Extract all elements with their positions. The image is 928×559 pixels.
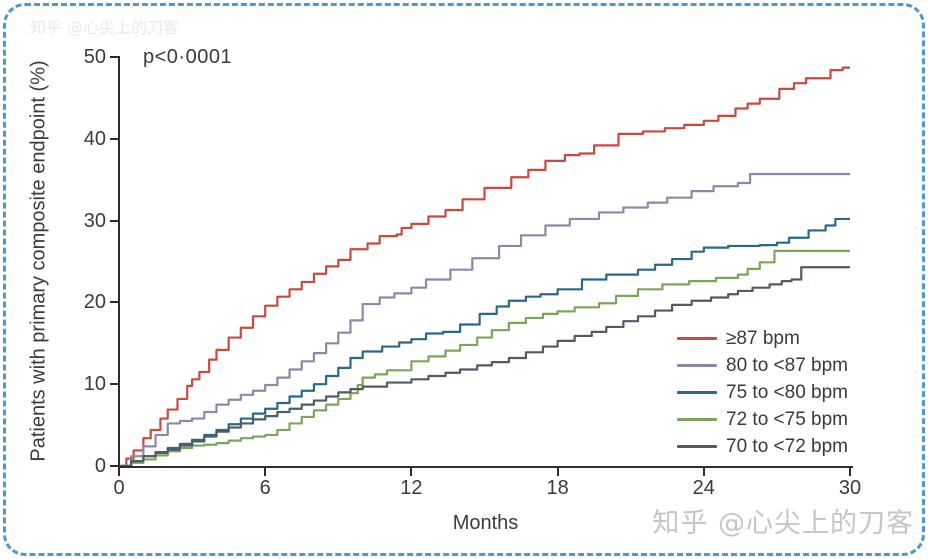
legend-label-ge87: ≥87 bpm: [726, 327, 800, 349]
legend-swatch-75to80: [677, 391, 717, 394]
y-tick-label: 0: [94, 455, 106, 477]
x-tick-mark: [556, 468, 559, 476]
legend-item-72to75: 72 to <75 bpm: [677, 406, 848, 433]
y-tick-mark: [110, 219, 118, 222]
legend-label-80to87: 80 to <87 bpm: [726, 354, 849, 376]
legend-swatch-72to75: [677, 418, 717, 421]
y-tick-label: 10: [83, 373, 106, 396]
legend-label-70to72: 70 to <72 bpm: [726, 435, 849, 457]
y-tick-mark: [110, 301, 118, 304]
y-tick-mark: [110, 137, 118, 140]
y-tick-mark: [110, 383, 118, 386]
legend-label-75to80: 75 to <80 bpm: [726, 381, 849, 403]
km-curve-2: [119, 172, 850, 466]
legend-label-72to75: 72 to <75 bpm: [726, 408, 849, 430]
x-tick-mark: [849, 468, 851, 476]
x-tick-mark: [264, 468, 267, 476]
legend-item-ge87: ≥87 bpm: [677, 325, 848, 352]
x-tick-mark: [410, 468, 413, 476]
x-axis: [118, 466, 853, 468]
watermark: 知乎 @心尖上的刀客: [652, 508, 914, 539]
km-curves-plot: [119, 66, 850, 466]
km-curve-4: [119, 249, 850, 466]
legend-item-75to80: 75 to <80 bpm: [677, 379, 848, 406]
legend-item-70to72: 70 to <72 bpm: [677, 433, 848, 460]
watermark-ghost: 知乎 @心尖上的刀客: [30, 18, 180, 37]
y-tick-mark: [110, 465, 118, 467]
y-tick-label: 50: [83, 46, 106, 68]
x-tick-label: 24: [692, 477, 715, 499]
x-tick-mark: [702, 468, 705, 476]
km-curve-5: [119, 266, 850, 466]
y-axis: [118, 56, 120, 466]
x-axis-label: Months: [452, 512, 519, 534]
x-tick-label: 0: [113, 477, 125, 499]
x-tick-mark: [118, 468, 120, 476]
y-axis-label: Patients with primary composite endpoint…: [27, 60, 50, 462]
x-tick-label: 6: [259, 477, 271, 499]
legend-swatch-70to72: [677, 445, 717, 448]
legend-item-80to87: 80 to <87 bpm: [677, 352, 848, 379]
y-tick-label: 40: [83, 127, 106, 150]
y-tick-mark: [110, 56, 118, 58]
y-tick-label: 30: [83, 209, 106, 232]
x-tick-label: 30: [838, 477, 862, 499]
p-value-annotation: p<0·0001: [143, 46, 233, 68]
legend-swatch-80to87: [677, 364, 717, 367]
legend-swatch-ge87: [677, 337, 717, 340]
y-tick-label: 20: [83, 291, 106, 314]
x-tick-label: 18: [546, 477, 569, 499]
x-tick-label: 12: [400, 477, 423, 499]
km-curve-1: [119, 66, 850, 466]
legend: ≥87 bpm 80 to <87 bpm 75 to <80 bpm 72 t…: [677, 325, 848, 460]
